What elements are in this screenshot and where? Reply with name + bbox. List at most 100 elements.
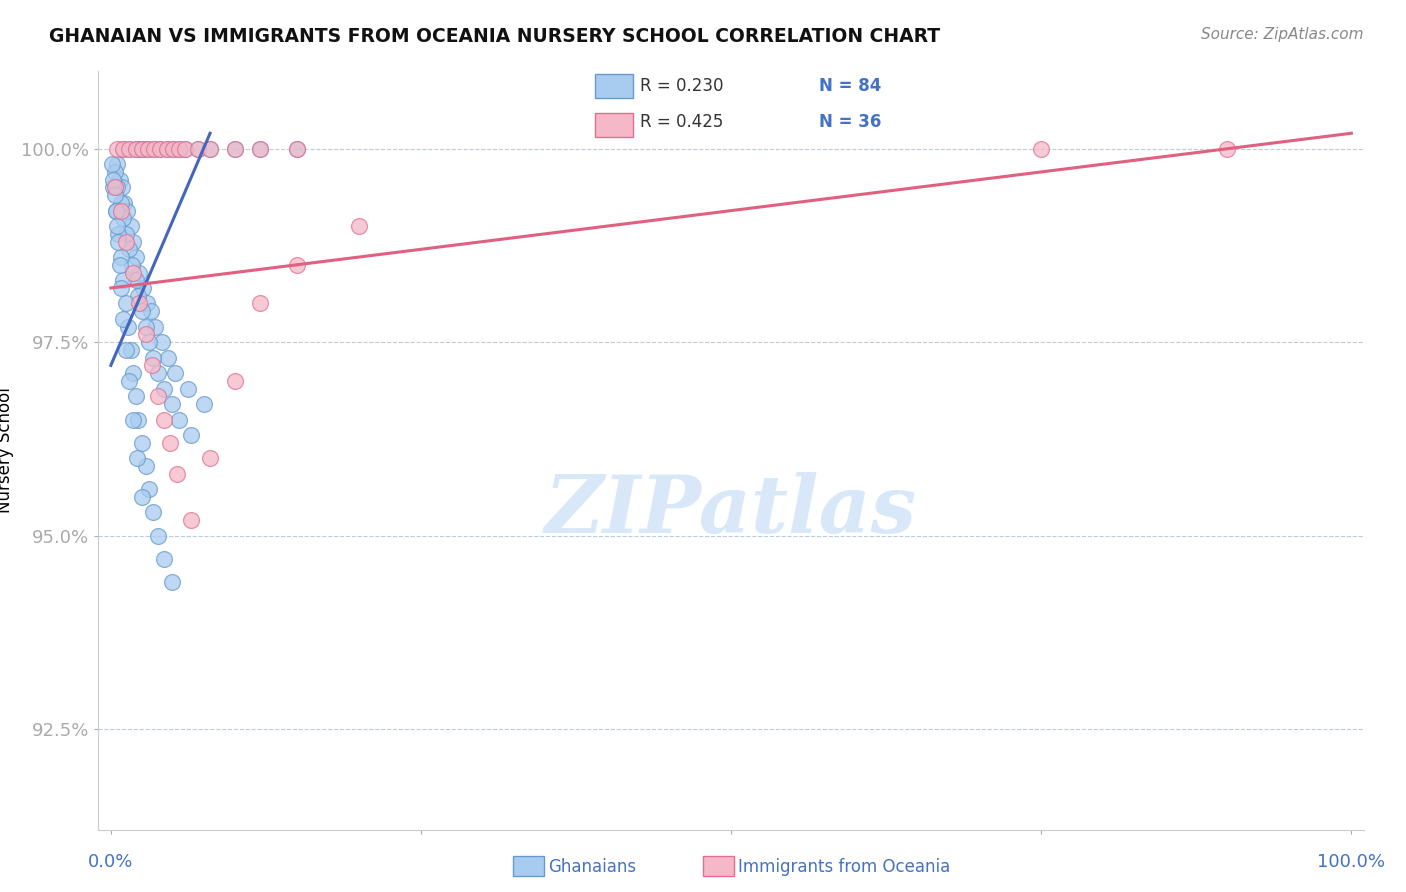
- Point: [136, 142, 159, 156]
- Point: [118, 142, 141, 156]
- Point: [110, 250, 132, 264]
- Point: [107, 235, 129, 249]
- Point: [224, 142, 246, 156]
- Point: [120, 219, 142, 233]
- Point: [105, 142, 128, 156]
- Point: [285, 142, 308, 156]
- Point: [285, 258, 308, 272]
- Point: [114, 343, 136, 357]
- Point: [143, 142, 166, 156]
- Text: Immigrants from Oceania: Immigrants from Oceania: [738, 858, 950, 876]
- Point: [198, 142, 221, 156]
- Point: [156, 142, 179, 156]
- Point: [122, 412, 145, 426]
- Text: Ghanaians: Ghanaians: [548, 858, 637, 876]
- Point: [153, 382, 176, 396]
- Point: [162, 142, 184, 156]
- Point: [167, 142, 190, 156]
- Point: [112, 142, 135, 156]
- Point: [128, 266, 150, 280]
- Point: [118, 142, 141, 156]
- Y-axis label: Nursery School: Nursery School: [0, 387, 14, 514]
- Point: [139, 304, 162, 318]
- Point: [121, 258, 143, 272]
- Point: [105, 157, 128, 171]
- Point: [131, 304, 153, 318]
- Point: [156, 142, 179, 156]
- Point: [198, 451, 221, 466]
- Point: [135, 327, 157, 342]
- Point: [135, 296, 157, 310]
- Point: [149, 142, 172, 156]
- Text: ZIPatlas: ZIPatlas: [546, 473, 917, 549]
- Point: [127, 289, 149, 303]
- Point: [193, 397, 215, 411]
- Point: [124, 273, 146, 287]
- Point: [120, 343, 142, 357]
- Point: [112, 273, 135, 287]
- Point: [159, 435, 181, 450]
- Text: 0.0%: 0.0%: [89, 853, 134, 871]
- Point: [142, 505, 165, 519]
- Point: [118, 242, 141, 256]
- Point: [104, 203, 127, 218]
- Point: [153, 412, 176, 426]
- Point: [174, 142, 197, 156]
- Point: [105, 219, 128, 233]
- Point: [114, 296, 136, 310]
- FancyBboxPatch shape: [595, 74, 633, 98]
- Point: [105, 180, 128, 194]
- Point: [131, 490, 153, 504]
- Point: [127, 412, 149, 426]
- Point: [124, 250, 146, 264]
- Point: [114, 235, 136, 249]
- Text: 100.0%: 100.0%: [1317, 853, 1385, 871]
- Point: [114, 195, 136, 210]
- Point: [103, 180, 125, 194]
- Point: [146, 389, 169, 403]
- Point: [224, 374, 246, 388]
- Point: [187, 142, 209, 156]
- Point: [103, 180, 125, 194]
- Point: [146, 528, 169, 542]
- Point: [115, 203, 138, 218]
- Point: [150, 335, 173, 350]
- Point: [187, 142, 209, 156]
- Text: R = 0.230: R = 0.230: [641, 78, 724, 95]
- Point: [136, 142, 159, 156]
- Point: [149, 142, 172, 156]
- Point: [249, 296, 271, 310]
- Text: N = 84: N = 84: [818, 78, 882, 95]
- Text: GHANAIAN VS IMMIGRANTS FROM OCEANIA NURSERY SCHOOL CORRELATION CHART: GHANAIAN VS IMMIGRANTS FROM OCEANIA NURS…: [49, 27, 941, 45]
- Point: [167, 412, 190, 426]
- Point: [107, 227, 129, 241]
- Point: [166, 467, 188, 481]
- Point: [141, 359, 163, 373]
- Point: [135, 142, 157, 156]
- Point: [131, 142, 153, 156]
- Point: [167, 142, 190, 156]
- Point: [146, 366, 169, 380]
- Point: [180, 428, 202, 442]
- Point: [1031, 142, 1053, 156]
- Point: [104, 203, 127, 218]
- Point: [117, 319, 139, 334]
- Point: [128, 296, 150, 310]
- Point: [156, 351, 179, 365]
- Point: [198, 142, 221, 156]
- Point: [124, 389, 146, 403]
- Text: N = 36: N = 36: [818, 112, 882, 131]
- Point: [138, 482, 160, 496]
- Point: [160, 397, 183, 411]
- Point: [162, 142, 184, 156]
- Point: [111, 180, 134, 194]
- Point: [103, 188, 125, 202]
- Point: [135, 458, 157, 473]
- Point: [124, 142, 146, 156]
- Point: [118, 374, 141, 388]
- Point: [110, 281, 132, 295]
- Point: [103, 165, 125, 179]
- Text: Source: ZipAtlas.com: Source: ZipAtlas.com: [1201, 27, 1364, 42]
- FancyBboxPatch shape: [595, 113, 633, 137]
- Point: [135, 319, 157, 334]
